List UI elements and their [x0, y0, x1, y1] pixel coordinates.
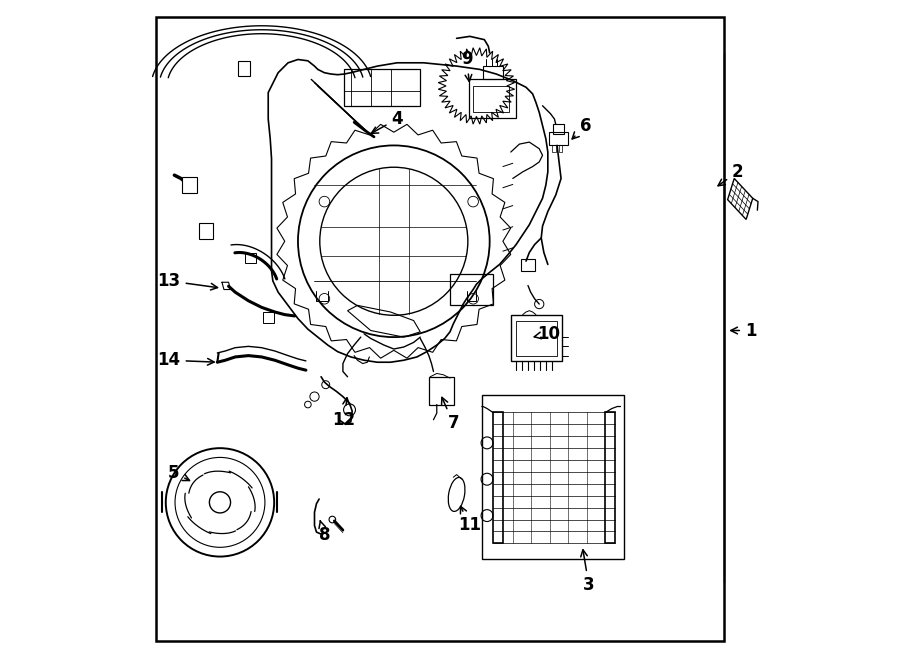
Text: 12: 12 — [333, 398, 356, 429]
Text: 8: 8 — [319, 521, 330, 545]
Bar — [482, 395, 624, 559]
Bar — [483, 66, 503, 79]
Bar — [516, 321, 557, 356]
Bar — [428, 377, 454, 405]
Bar — [344, 69, 420, 106]
Bar — [450, 274, 493, 305]
Bar — [493, 412, 503, 543]
Text: 6: 6 — [572, 116, 591, 139]
Bar — [183, 177, 197, 193]
Bar — [521, 259, 535, 271]
Bar — [245, 253, 256, 263]
Bar — [606, 412, 616, 543]
Text: 7: 7 — [442, 397, 459, 432]
Text: 14: 14 — [158, 351, 214, 369]
Bar — [511, 315, 562, 361]
Bar — [549, 132, 568, 145]
Bar — [554, 124, 563, 134]
Text: 5: 5 — [168, 463, 190, 482]
Text: 9: 9 — [461, 50, 472, 81]
Bar — [156, 17, 724, 641]
Bar — [263, 312, 274, 323]
Bar — [199, 223, 213, 239]
Bar — [238, 61, 250, 76]
Text: 13: 13 — [158, 272, 218, 290]
Bar — [469, 79, 516, 118]
Text: 4: 4 — [372, 110, 403, 134]
Text: 10: 10 — [534, 325, 561, 343]
Text: 11: 11 — [458, 506, 482, 535]
Text: 1: 1 — [731, 321, 757, 340]
Text: 3: 3 — [580, 550, 595, 594]
Bar — [473, 86, 509, 112]
Text: 2: 2 — [718, 163, 743, 186]
